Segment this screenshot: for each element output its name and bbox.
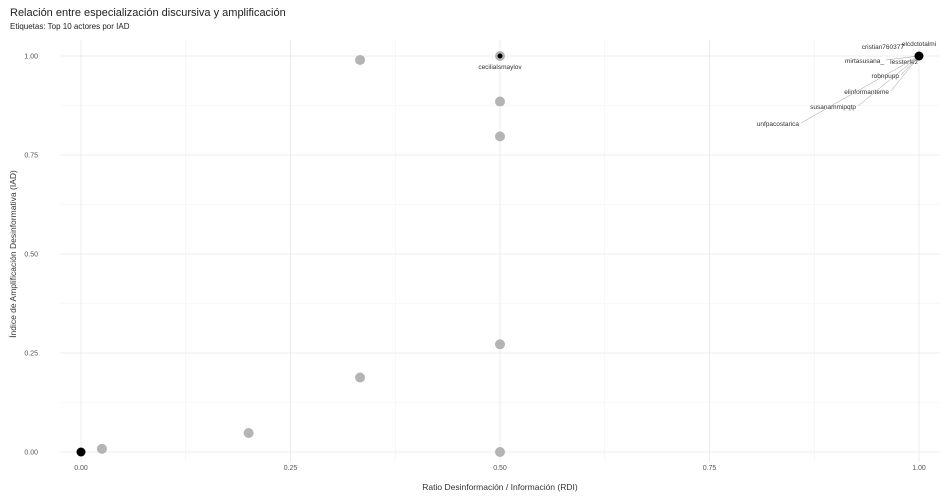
point-label: mirtasusana_ bbox=[845, 58, 884, 65]
x-tick-label: 0.00 bbox=[74, 465, 88, 472]
y-tick-label: 1.00 bbox=[24, 54, 38, 61]
data-point bbox=[243, 427, 254, 438]
y-tick-label: 0.75 bbox=[24, 153, 38, 160]
data-point bbox=[495, 131, 505, 142]
data-point bbox=[355, 54, 366, 65]
data-point bbox=[495, 339, 505, 350]
y-tick-label: 0.25 bbox=[24, 351, 38, 358]
data-point bbox=[355, 372, 366, 383]
y-tick-label: 0.50 bbox=[24, 252, 38, 259]
point-label: cristian760377 bbox=[862, 44, 905, 51]
chart-title: Relación entre especialización discursiv… bbox=[10, 7, 286, 19]
point-label: susanammipqtp bbox=[810, 104, 856, 111]
y-axis-label: Índice de Amplificación Desinformativa (… bbox=[8, 170, 18, 338]
series-1 bbox=[76, 51, 924, 457]
point-label: elinformanteme bbox=[844, 89, 889, 96]
x-tick-label: 0.25 bbox=[284, 465, 298, 472]
label-leader-line bbox=[885, 55, 920, 61]
data-point bbox=[76, 447, 86, 457]
data-point bbox=[914, 51, 924, 61]
x-tick-label: 0.75 bbox=[703, 465, 717, 472]
point-label: cecilialsmaylov bbox=[478, 64, 522, 71]
point-label: robnpupp bbox=[872, 73, 900, 80]
label-leader-line bbox=[857, 55, 920, 107]
chart-subtitle: Etiquetas: Top 10 actores por IAD bbox=[10, 22, 130, 31]
label-leader-line bbox=[890, 55, 920, 92]
x-axis-label: Ratio Desinformación / Información (RDI) bbox=[422, 482, 578, 492]
point-label: lessterfez bbox=[890, 59, 918, 66]
point-label: elcdctotalmi bbox=[902, 41, 936, 48]
data-point bbox=[495, 96, 505, 107]
data-point bbox=[497, 53, 503, 59]
grid-lines bbox=[60, 40, 940, 462]
x-tick-label: 1.00 bbox=[912, 465, 926, 472]
x-tick-label: 0.50 bbox=[493, 465, 507, 472]
point-label: unfpacostarica bbox=[757, 121, 800, 128]
label-leader-line bbox=[800, 55, 920, 124]
point-labels: cecilialsmaylov elcdctotalmicristian76037… bbox=[478, 41, 936, 128]
data-point bbox=[495, 447, 505, 457]
y-tick-label: 0.00 bbox=[24, 450, 38, 457]
data-point bbox=[96, 443, 107, 454]
